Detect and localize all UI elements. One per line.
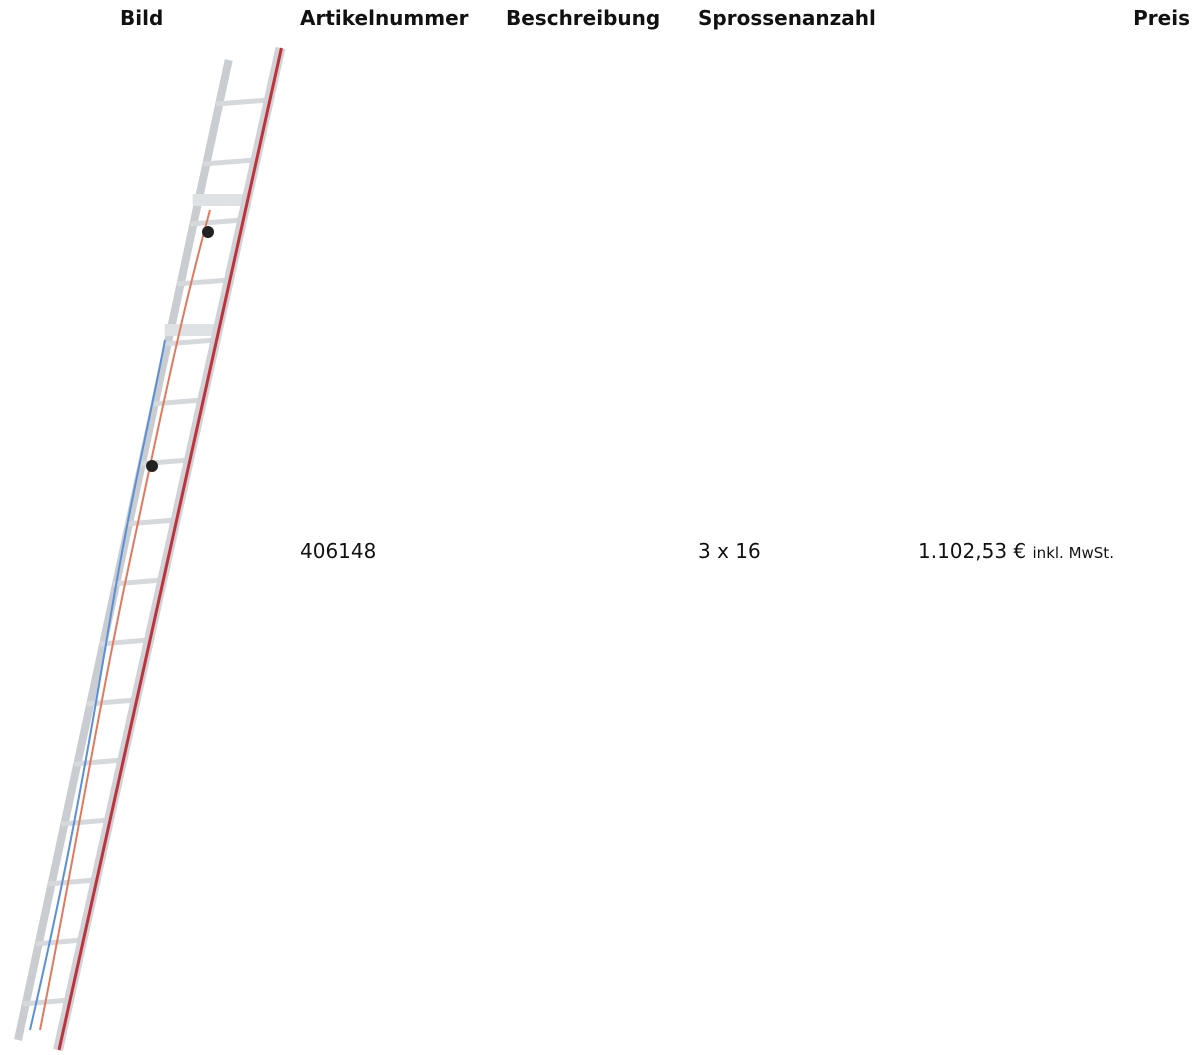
joint: [192, 194, 251, 206]
rung: [177, 277, 230, 287]
header-cell: Artikelnummer: [300, 6, 469, 30]
price: 1.102,53 €: [918, 539, 1027, 563]
header-cell: Bild: [120, 6, 164, 30]
rung: [48, 877, 96, 887]
rung: [203, 157, 256, 167]
rung: [61, 817, 110, 827]
price-note: inkl. MwSt.: [1032, 544, 1114, 562]
header-cell: Preis: [1133, 6, 1190, 30]
rung: [164, 337, 216, 347]
rung: [35, 937, 83, 947]
header-cell: Sprossenanzahl: [698, 6, 876, 30]
rung: [125, 517, 176, 527]
rung: [151, 397, 203, 407]
header-cell: Beschreibung: [506, 6, 661, 30]
cable: [29, 339, 166, 1031]
rung: [73, 757, 123, 767]
pulley: [146, 460, 158, 472]
price-cell: 1.102,53 € inkl. MwSt.: [918, 539, 1114, 563]
rung: [215, 97, 270, 107]
rung: [190, 217, 243, 227]
product-image: [14, 46, 286, 1052]
pulley: [202, 226, 214, 238]
rail-stripe: [57, 47, 283, 1051]
cable: [39, 209, 211, 1031]
rung: [99, 637, 150, 647]
rung: [112, 577, 163, 587]
rungs: 3 x 16: [698, 539, 761, 563]
article-number: 406148: [300, 539, 377, 563]
